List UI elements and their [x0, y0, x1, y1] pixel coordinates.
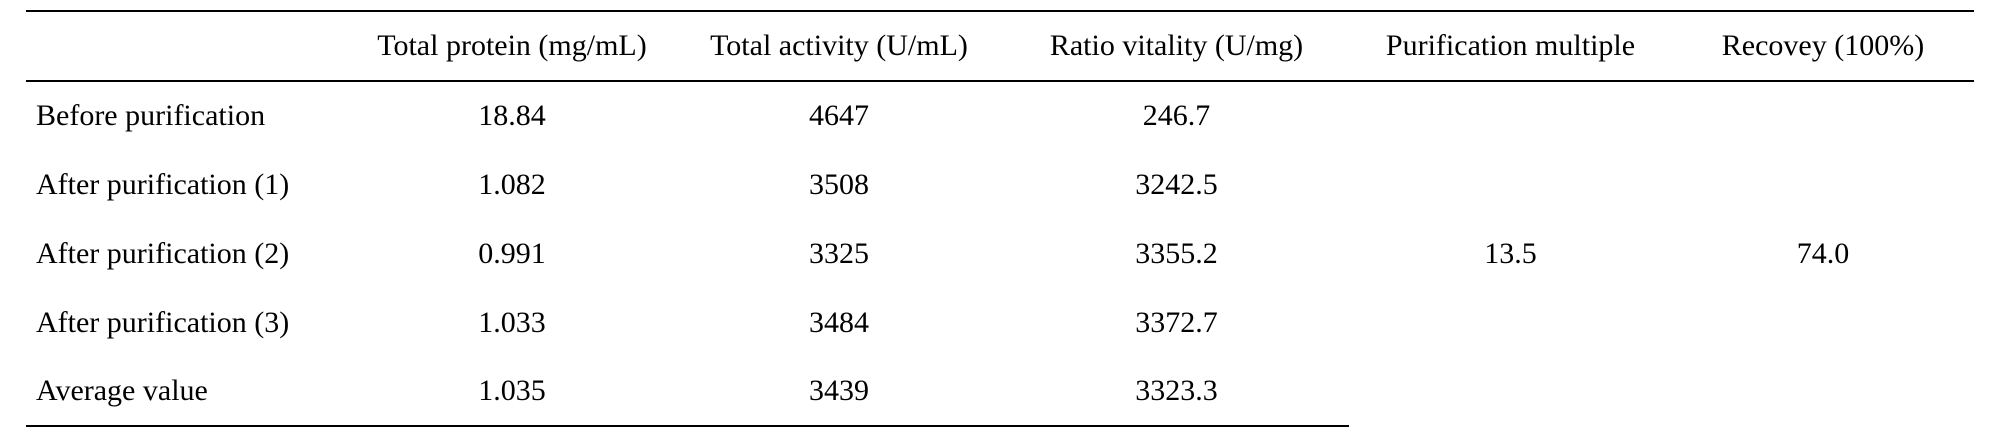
cell-total-activity: 3508 — [809, 167, 869, 201]
row-label: After purification (2) — [36, 236, 290, 270]
cell-ratio-vitality: 3355.2 — [1135, 236, 1218, 270]
cell-total-activity: 3325 — [809, 236, 869, 270]
cell-recovery: 74.0 — [1796, 237, 1850, 270]
cell-ratio-vitality: 3242.5 — [1135, 167, 1218, 201]
purification-results-table: Total protein (mg/mL) Total activity (U/… — [26, 10, 1974, 427]
cell-ratio-vitality: 246.7 — [1142, 99, 1211, 132]
table-row: After purification (3) 1.033 3484 3372.7 — [26, 288, 1974, 357]
row-label: Average value — [26, 357, 350, 427]
row-label: Before purification — [36, 99, 266, 132]
cell-total-protein: 1.035 — [350, 357, 674, 427]
cell-total-activity: 3484 — [809, 305, 869, 339]
cell-total-protein: 1.082 — [478, 167, 546, 201]
row-label: After purification (1) — [36, 167, 290, 201]
cell-ratio-vitality: 3323.3 — [1004, 357, 1349, 427]
cell-total-activity: 4647 — [809, 99, 869, 132]
table-row: Before purification 18.84 4647 246.7 13.… — [26, 81, 1974, 270]
header-recovery: Recovey (100%) — [1672, 10, 1974, 82]
table-body: Before purification 18.84 4647 246.7 13.… — [26, 81, 1974, 427]
header-total-activity: Total activity (U/mL) — [674, 10, 1004, 82]
header-purification-multiple: Purification multiple — [1349, 10, 1672, 82]
header-cell-blank — [26, 10, 350, 82]
row-label: After purification (3) — [36, 305, 290, 339]
cell-total-protein: 0.991 — [478, 236, 546, 270]
cell-total-activity: 3439 — [674, 357, 1004, 427]
results-table-container: Total protein (mg/mL) Total activity (U/… — [26, 10, 1974, 427]
header-row: Total protein (mg/mL) Total activity (U/… — [26, 10, 1974, 82]
header-total-protein: Total protein (mg/mL) — [350, 10, 674, 82]
table-row: Average value 1.035 3439 3323.3 — [26, 357, 1974, 427]
cell-purification-multiple: 13.5 — [1484, 237, 1537, 270]
table-header: Total protein (mg/mL) Total activity (U/… — [26, 10, 1974, 82]
cell-total-protein: 18.84 — [478, 99, 546, 132]
header-ratio-vitality: Ratio vitality (U/mg) — [1004, 10, 1349, 82]
table-row: After purification (1) 1.082 3508 3242.5 — [26, 150, 1974, 219]
table-row: After purification (2) 0.991 3325 3355.2 — [26, 219, 1974, 288]
cell-total-protein: 1.033 — [478, 305, 546, 339]
cell-ratio-vitality: 3372.7 — [1135, 305, 1218, 339]
